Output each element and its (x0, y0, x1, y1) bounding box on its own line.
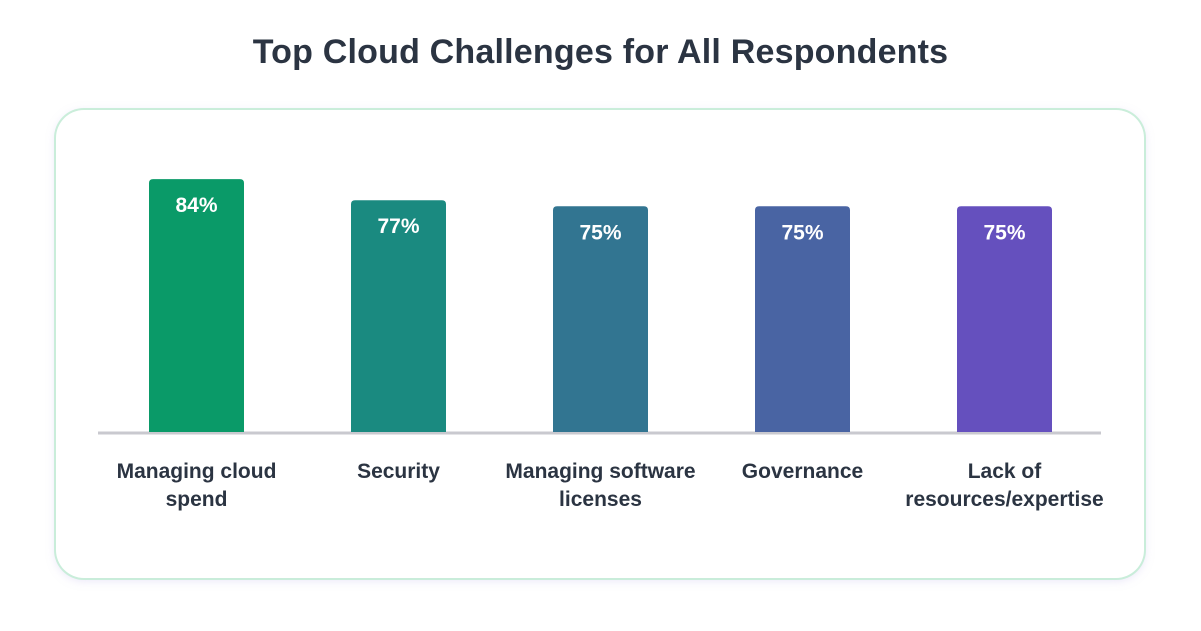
data-label-2: 77% (377, 215, 419, 238)
data-label-3: 75% (579, 221, 621, 244)
category-label-3: Managing software licenses (505, 460, 695, 511)
bar-3 (553, 206, 648, 432)
bar-2 (351, 200, 446, 432)
data-label-1: 84% (175, 194, 217, 217)
category-label-4: Governance (742, 460, 863, 483)
category-label-1: Managing cloud spend (117, 460, 277, 511)
chart-title: Top Cloud Challenges for All Respondents (252, 33, 949, 71)
bar-1 (149, 179, 244, 432)
bar-5 (957, 206, 1052, 432)
category-label-5: Lack of resources/expertise (905, 460, 1103, 511)
data-label-5: 75% (983, 221, 1025, 244)
category-label-2: Security (357, 460, 440, 483)
data-label-4: 75% (781, 221, 823, 244)
bar-4 (755, 206, 850, 432)
